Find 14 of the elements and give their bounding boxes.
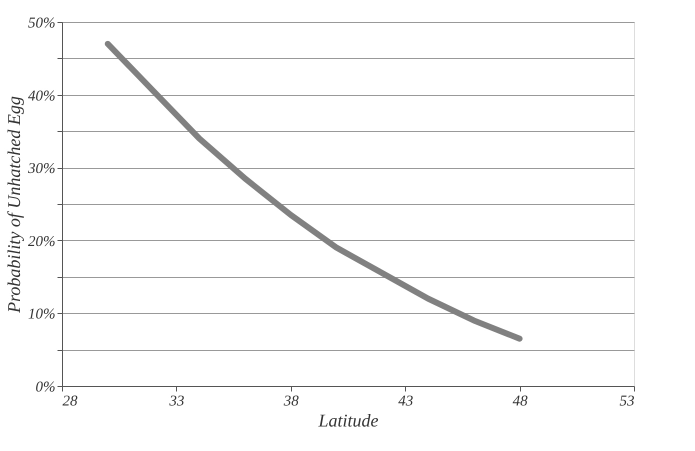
y-tick-label: 40%: [28, 88, 56, 104]
x-axis-title: Latitude: [317, 410, 379, 430]
y-tick-label: 10%: [28, 306, 56, 323]
y-tick-label: 0%: [36, 380, 56, 396]
x-tick-label: 33: [168, 394, 184, 410]
x-tick-label: 43: [398, 394, 414, 410]
x-tick-label: 53: [620, 394, 634, 410]
y-tick-label: 20%: [28, 234, 56, 250]
y-tick-label: 50%: [28, 16, 56, 32]
x-tick-label: 28: [62, 394, 78, 410]
x-tick-label: 38: [282, 394, 300, 410]
x-tick-label: 48: [512, 394, 528, 410]
y-tick-label: 30%: [27, 161, 56, 178]
y-axis-title: Probability of Unhatched Egg: [4, 96, 24, 314]
